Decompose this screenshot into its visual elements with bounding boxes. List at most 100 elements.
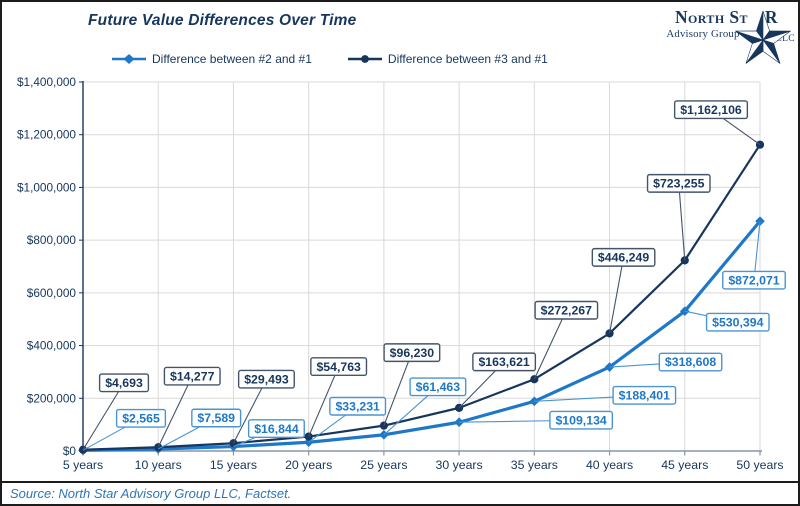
star-icon — [735, 10, 791, 64]
data-label-text: $14,277 — [170, 369, 215, 383]
legend-label-series-1: Difference between #2 and #1 — [152, 52, 312, 66]
data-label-box — [237, 369, 295, 389]
data-label-box — [612, 385, 677, 405]
x-axis-tick-label: 35 years — [511, 458, 558, 472]
data-label-text: $109,134 — [555, 413, 606, 427]
data-label-leader-line — [722, 118, 761, 146]
data-label-leader-line — [609, 266, 623, 334]
data-label-text: $16,844 — [254, 422, 299, 436]
legend: Difference between #2 and #1 Difference … — [110, 52, 548, 66]
data-label-box — [591, 247, 656, 267]
x-axis-tick-label: 10 years — [135, 458, 182, 472]
data-label-box — [115, 408, 167, 428]
y-axis-tick-label: $1,200,000 — [17, 128, 76, 142]
data-label-leader-line — [458, 370, 496, 409]
x-axis-tick-label: 45 years — [661, 458, 708, 472]
x-axis-tick-label: 20 years — [285, 458, 332, 472]
data-label-leader-line — [609, 363, 660, 368]
data-label-text: $446,249 — [598, 251, 649, 265]
data-label-box — [247, 419, 305, 439]
legend-item-series-1: Difference between #2 and #1 — [110, 52, 312, 66]
data-label-text: $33,231 — [335, 399, 380, 413]
data-label-text: $29,493 — [244, 372, 289, 386]
logo-name: North St R — [675, 7, 778, 28]
data-label-leader-line — [82, 426, 126, 451]
data-label-leader-line — [678, 192, 686, 261]
x-axis-tick-label: 15 years — [210, 458, 257, 472]
data-label-box — [534, 300, 599, 320]
north-star-logo: North St R Advisory Group LLC — [647, 7, 798, 81]
data-label-leader-line — [534, 396, 614, 402]
data-label-box — [383, 343, 441, 363]
data-label-leader-line — [459, 420, 550, 423]
x-axis-tick-label: 30 years — [436, 458, 483, 472]
data-label-box — [191, 408, 242, 428]
series-line-1 — [81, 219, 762, 452]
data-label-leader-line — [157, 384, 189, 448]
data-label-text: $872,071 — [728, 273, 779, 287]
y-axis-tick-label: $1,000,000 — [17, 180, 76, 194]
data-label-box — [409, 377, 467, 397]
logo-llc: LLC — [776, 34, 795, 44]
data-label-text: $163,621 — [478, 355, 529, 369]
data-label-text: $4,693 — [105, 376, 143, 390]
x-axis-tick-label: 25 years — [360, 458, 407, 472]
data-label-text: $2,565 — [122, 412, 160, 426]
data-label-leader-line — [308, 375, 336, 437]
data-label-box — [163, 366, 221, 386]
data-point-marker — [755, 140, 765, 149]
data-label-leader-line — [308, 414, 347, 443]
data-label-text: $188,401 — [619, 389, 670, 403]
data-label-leader-line — [684, 310, 707, 317]
series-line-2 — [81, 143, 762, 451]
data-label-box — [310, 357, 368, 377]
source-note-bar: Source: North Star Advisory Group LLC, F… — [2, 481, 798, 504]
x-axis-tick-label: 50 years — [736, 458, 783, 472]
legend-item-series-2: Difference between #3 and #1 — [346, 52, 548, 66]
data-label-text: $61,463 — [416, 380, 461, 394]
data-label-box — [658, 352, 723, 372]
data-label-box — [722, 270, 786, 290]
logo-name-prefix: North St — [675, 7, 748, 27]
y-axis-tick-label: $200,000 — [27, 391, 77, 405]
data-label-leader-line — [383, 361, 410, 426]
data-label-text: $530,394 — [712, 315, 763, 329]
y-axis-tick-label: $800,000 — [27, 233, 77, 247]
data-label-box — [705, 312, 770, 332]
data-label-leader-line — [233, 436, 256, 448]
data-label-text: $96,230 — [390, 346, 435, 360]
data-label-box — [98, 373, 150, 393]
legend-marker-circle-icon — [347, 55, 382, 63]
data-label-text: $1,162,106 — [680, 103, 742, 117]
x-axis-tick-label: 40 years — [586, 458, 633, 472]
y-axis-tick-label: $0 — [63, 444, 77, 458]
legend-label-series-2: Difference between #3 and #1 — [387, 52, 548, 66]
y-axis-tick-label: $1,400,000 — [17, 75, 76, 89]
data-label-leader-line — [754, 221, 761, 272]
data-label-box — [646, 173, 711, 193]
data-label-leader-line — [533, 318, 563, 380]
x-axis-tick-label: 5 years — [63, 458, 103, 472]
data-label-leader-line — [232, 387, 263, 444]
data-point-marker — [529, 396, 540, 407]
logo-subtitle: Advisory Group — [666, 28, 740, 40]
data-label-box — [329, 396, 387, 416]
data-label-text: $723,255 — [653, 177, 704, 191]
data-label-leader-line — [383, 395, 429, 436]
data-label-box — [472, 352, 537, 372]
chart-title: Future Value Differences Over Time — [88, 12, 357, 29]
logo-name-suffix: R — [764, 7, 778, 27]
legend-marker-diamond-icon — [112, 54, 146, 64]
y-axis-tick-label: $400,000 — [27, 339, 77, 353]
data-label-text: $272,267 — [541, 303, 592, 317]
y-axis-tick-label: $600,000 — [27, 286, 77, 300]
data-label-text: $54,763 — [316, 360, 361, 374]
data-label-leader-line — [157, 426, 201, 450]
source-note-text: Source: North Star Advisory Group LLC, F… — [10, 486, 292, 501]
star-facet-light — [735, 30, 764, 41]
data-label-text: $318,608 — [665, 355, 716, 369]
data-label-leader-line — [82, 391, 120, 451]
data-label-box — [549, 410, 614, 430]
